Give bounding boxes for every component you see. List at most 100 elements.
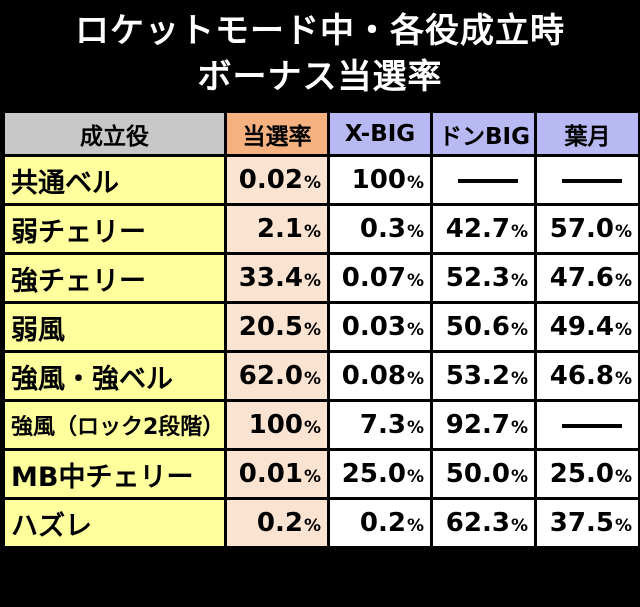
hazuki-cell: 49.4% bbox=[534, 301, 640, 353]
value-number: 37.5 bbox=[549, 508, 614, 538]
value-number: 50.6 bbox=[445, 312, 510, 342]
percent-unit: % bbox=[510, 320, 528, 340]
table-row: 弱チェリー 2.1% 0.3% 42.7% 57.0% bbox=[2, 203, 640, 255]
table-row: 強風・強ベル 62.0% 0.08% 53.2% 46.8% bbox=[2, 350, 640, 402]
value-number: 62.3 bbox=[445, 508, 510, 538]
value-number: 0.01 bbox=[238, 459, 303, 489]
percent-unit: % bbox=[303, 418, 321, 438]
role-cell: 強チェリー bbox=[2, 252, 227, 304]
role-cell: ハズレ bbox=[2, 497, 227, 549]
rate-cell: 2.1% bbox=[224, 203, 330, 255]
value-number: 25.0 bbox=[549, 459, 614, 489]
donbig-cell: 92.7% bbox=[430, 399, 537, 451]
percent-unit: % bbox=[614, 369, 632, 389]
percent-unit: % bbox=[406, 467, 424, 487]
percent-unit: % bbox=[406, 369, 424, 389]
percent-unit: % bbox=[510, 467, 528, 487]
xbig-cell: 0.3% bbox=[327, 203, 433, 255]
table-row: MB中チェリー 0.01% 25.0% 50.0% 25.0% bbox=[2, 448, 640, 500]
donbig-cell: 50.0% bbox=[430, 448, 537, 500]
table-row: 強チェリー 33.4% 0.07% 52.3% 47.6% bbox=[2, 252, 640, 304]
dash-mark bbox=[458, 178, 518, 183]
rate-cell: 0.02% bbox=[224, 154, 330, 206]
percent-unit: % bbox=[303, 369, 321, 389]
hazuki-cell bbox=[534, 399, 640, 451]
header-xbig: X-BIG bbox=[327, 110, 433, 157]
rate-cell: 0.01% bbox=[224, 448, 330, 500]
xbig-cell: 0.07% bbox=[327, 252, 433, 304]
rate-cell: 100% bbox=[224, 399, 330, 451]
value-number: 50.0 bbox=[445, 459, 510, 489]
percent-unit: % bbox=[303, 320, 321, 340]
header-hazuki: 葉月 bbox=[534, 110, 640, 157]
role-cell: MB中チェリー bbox=[2, 448, 227, 500]
donbig-cell: 53.2% bbox=[430, 350, 537, 402]
table-header-row: 成立役 当選率 X-BIG ドンBIG 葉月 bbox=[2, 110, 640, 157]
percent-unit: % bbox=[614, 320, 632, 340]
value-number: 57.0 bbox=[549, 214, 614, 244]
header-donbig: ドンBIG bbox=[430, 110, 537, 157]
hazuki-cell: 46.8% bbox=[534, 350, 640, 402]
role-cell: 弱風 bbox=[2, 301, 227, 353]
value-number: 20.5 bbox=[238, 312, 303, 342]
value-number: 49.4 bbox=[549, 312, 614, 342]
percent-unit: % bbox=[406, 222, 424, 242]
page-title: ロケットモード中・各役成立時 ボーナス当選率 bbox=[0, 0, 640, 108]
value-number: 0.2 bbox=[359, 508, 406, 538]
role-cell: 共通ベル bbox=[2, 154, 227, 206]
value-number: 62.0 bbox=[238, 361, 303, 391]
rate-cell: 33.4% bbox=[224, 252, 330, 304]
value-number: 2.1 bbox=[256, 214, 303, 244]
percent-unit: % bbox=[303, 271, 321, 291]
rate-cell: 0.2% bbox=[224, 497, 330, 549]
percent-unit: % bbox=[406, 320, 424, 340]
value-number: 100 bbox=[351, 165, 406, 195]
table-row: 強風（ロック2段階） 100% 7.3% 92.7% bbox=[2, 399, 640, 451]
value-number: 42.7 bbox=[445, 214, 510, 244]
xbig-cell: 100% bbox=[327, 154, 433, 206]
hazuki-cell: 57.0% bbox=[534, 203, 640, 255]
value-number: 0.03 bbox=[341, 312, 406, 342]
hazuki-cell: 25.0% bbox=[534, 448, 640, 500]
table-row: ハズレ 0.2% 0.2% 62.3% 37.5% bbox=[2, 497, 640, 549]
xbig-cell: 0.08% bbox=[327, 350, 433, 402]
percent-unit: % bbox=[303, 222, 321, 242]
value-number: 46.8 bbox=[549, 361, 614, 391]
percent-unit: % bbox=[614, 271, 632, 291]
donbig-cell: 52.3% bbox=[430, 252, 537, 304]
bonus-rate-table: 成立役 当選率 X-BIG ドンBIG 葉月 共通ベル 0.02% 100% 弱チェリ… bbox=[2, 110, 640, 549]
percent-unit: % bbox=[614, 222, 632, 242]
xbig-cell: 25.0% bbox=[327, 448, 433, 500]
percent-unit: % bbox=[406, 418, 424, 438]
hazuki-cell bbox=[534, 154, 640, 206]
percent-unit: % bbox=[510, 418, 528, 438]
dash-mark bbox=[562, 423, 622, 428]
percent-unit: % bbox=[614, 516, 632, 536]
percent-unit: % bbox=[406, 173, 424, 193]
value-number: 47.6 bbox=[549, 263, 614, 293]
hazuki-cell: 37.5% bbox=[534, 497, 640, 549]
xbig-cell: 0.03% bbox=[327, 301, 433, 353]
role-cell: 弱チェリー bbox=[2, 203, 227, 255]
header-rate: 当選率 bbox=[224, 110, 330, 157]
value-number: 25.0 bbox=[341, 459, 406, 489]
dash-mark bbox=[562, 178, 622, 183]
table-row: 弱風 20.5% 0.03% 50.6% 49.4% bbox=[2, 301, 640, 353]
table-row: 共通ベル 0.02% 100% bbox=[2, 154, 640, 206]
title-line-1: ロケットモード中・各役成立時 bbox=[75, 11, 565, 51]
value-number: 100 bbox=[248, 410, 303, 440]
value-number: 0.08 bbox=[341, 361, 406, 391]
xbig-cell: 0.2% bbox=[327, 497, 433, 549]
rate-cell: 62.0% bbox=[224, 350, 330, 402]
value-number: 33.4 bbox=[238, 263, 303, 293]
role-cell: 強風・強ベル bbox=[2, 350, 227, 402]
rate-cell: 20.5% bbox=[224, 301, 330, 353]
hazuki-cell: 47.6% bbox=[534, 252, 640, 304]
value-number: 0.07 bbox=[341, 263, 406, 293]
title-line-2: ボーナス当選率 bbox=[197, 57, 443, 97]
value-number: 0.3 bbox=[359, 214, 406, 244]
percent-unit: % bbox=[510, 369, 528, 389]
percent-unit: % bbox=[303, 516, 321, 536]
xbig-cell: 7.3% bbox=[327, 399, 433, 451]
percent-unit: % bbox=[510, 271, 528, 291]
